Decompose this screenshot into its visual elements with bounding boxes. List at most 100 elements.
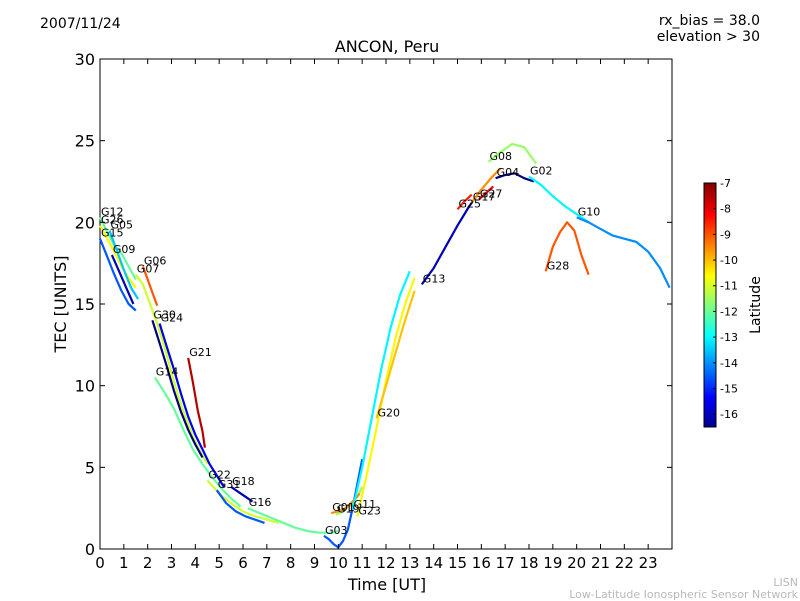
series-label-g27: G27 (480, 188, 503, 201)
series-label-g18: G18 (232, 475, 255, 488)
series-label-g09: G09 (113, 243, 136, 256)
colorbar (703, 182, 717, 428)
credit-lisn: LISN (773, 576, 798, 589)
series-label-g19: G19 (337, 503, 360, 516)
series-line-g17 (470, 167, 502, 204)
x-tick-label: 6 (238, 554, 248, 572)
series-line-g04 (495, 172, 535, 183)
series-line-g20 (375, 290, 416, 419)
series-line-g28 (544, 221, 590, 275)
series-label-g21: G21 (189, 346, 212, 359)
series-label-g05: G05 (111, 219, 134, 232)
x-tick-label: 15 (448, 554, 467, 572)
x-tick-label: 23 (639, 554, 658, 572)
series-line-g21 (187, 357, 206, 448)
colorbar-tick-label: -16 (720, 408, 738, 421)
elevation-label: elevation > 30 (656, 29, 760, 45)
series-label-g08: G08 (490, 150, 513, 163)
colorbar-tick-label: -13 (720, 331, 738, 344)
series-label-g30: G30 (153, 308, 176, 321)
series-label-g31: G31 (218, 478, 241, 491)
x-tick-label: 22 (615, 554, 634, 572)
colorbar-tick-label: -14 (720, 357, 738, 370)
x-tick-label: 5 (214, 554, 224, 572)
series-label-g06: G06 (144, 254, 167, 267)
y-tick-label: 15 (75, 295, 95, 314)
series-label-g10: G10 (578, 205, 601, 218)
series-layer (98, 142, 671, 549)
series-label-g02: G02 (530, 165, 553, 178)
series-label-g04: G04 (497, 166, 520, 179)
series-label-g26: G26 (101, 214, 124, 227)
x-axis-label: Time [UT] (347, 575, 426, 594)
y-axis-label: TEC [UNITS] (51, 256, 70, 354)
colorbar-tick-label: -12 (720, 305, 738, 318)
x-tick-label: 8 (286, 554, 296, 572)
series-line-g23 (356, 277, 416, 517)
series-label-g24: G24 (161, 312, 184, 325)
series-label-layer: G12G26G05G15G09G06G07G24G30G21G14G18G22G… (101, 150, 600, 537)
series-label-g03: G03 (325, 524, 348, 537)
x-tick-label: 21 (591, 554, 610, 572)
colorbar-tick-label: -9 (720, 228, 731, 241)
series-line-g10 (576, 216, 671, 289)
series-label-g23: G23 (358, 504, 381, 517)
y-tick-label: 25 (75, 132, 95, 151)
series-label-g01: G01 (332, 501, 355, 514)
series-label-g22: G22 (208, 468, 231, 481)
x-tick-label: 9 (310, 554, 320, 572)
series-line-g09 (110, 254, 135, 305)
series-line-g14 (153, 376, 242, 508)
rx-bias-label: rx_bias = 38.0 (658, 13, 760, 29)
plot-frame (99, 58, 673, 550)
series-label-g12: G12 (101, 205, 124, 218)
series-line-g16 (247, 507, 339, 534)
colorbar-label: Latitude (748, 276, 764, 334)
series-label-g17: G17 (473, 191, 496, 204)
series-line-g27 (478, 185, 495, 201)
series-line-g24 (158, 323, 225, 488)
y-tick-label: 30 (75, 50, 95, 69)
x-tick-label: 4 (191, 554, 201, 572)
series-label-g11: G11 (354, 498, 377, 511)
x-tick-label: 0 (95, 554, 105, 572)
series-line-g30 (151, 319, 204, 459)
y-tick-label: 10 (75, 377, 95, 396)
series-label-g14: G14 (156, 366, 179, 379)
x-tick-label: 17 (496, 554, 515, 572)
series-label-g20: G20 (378, 406, 401, 419)
x-tick-label: 20 (567, 554, 586, 572)
series-label-g07: G07 (137, 263, 160, 276)
colorbar-tick-label: -11 (720, 280, 738, 293)
x-tick-label: 1 (119, 554, 129, 572)
x-tick-label: 14 (424, 554, 443, 572)
x-axis: 0 1 2 3 4 5 6 7 8 9 10 11 12 13 14 15 16 17 18 19 20 21 22 23 (95, 59, 658, 572)
x-tick-label: 16 (472, 554, 491, 572)
y-axis: 0 5 10 15 20 25 30 (75, 50, 672, 559)
series-label-g25: G25 (459, 197, 482, 210)
series-line-g15 (98, 238, 137, 312)
chart-title: ANCON, Peru (335, 37, 439, 56)
series-line-g07 (134, 273, 209, 465)
series-line-g13 (420, 189, 483, 286)
colorbar-tick-label: -7 (720, 177, 731, 190)
series-line-g18 (230, 485, 254, 503)
series-label-g15: G15 (101, 227, 124, 240)
x-tick-label: 2 (143, 554, 153, 572)
x-tick-label: 12 (376, 554, 395, 572)
x-tick-label: 19 (543, 554, 562, 572)
y-tick-label: 20 (75, 213, 95, 232)
colorbar-tick-label: -15 (720, 382, 738, 395)
series-label-g13: G13 (423, 272, 446, 285)
colorbar-tick-label: -8 (720, 203, 731, 216)
series-line-g31 (215, 489, 265, 524)
series-line-g05 (108, 230, 140, 300)
series-line-g06 (141, 266, 159, 306)
x-tick-label: 3 (167, 554, 177, 572)
series-line-g11 (351, 270, 411, 511)
series-line-g26 (99, 225, 137, 289)
colorbar-tick-label: -10 (720, 254, 738, 267)
y-tick-label: 5 (85, 458, 95, 477)
series-label-g28: G28 (547, 259, 570, 272)
